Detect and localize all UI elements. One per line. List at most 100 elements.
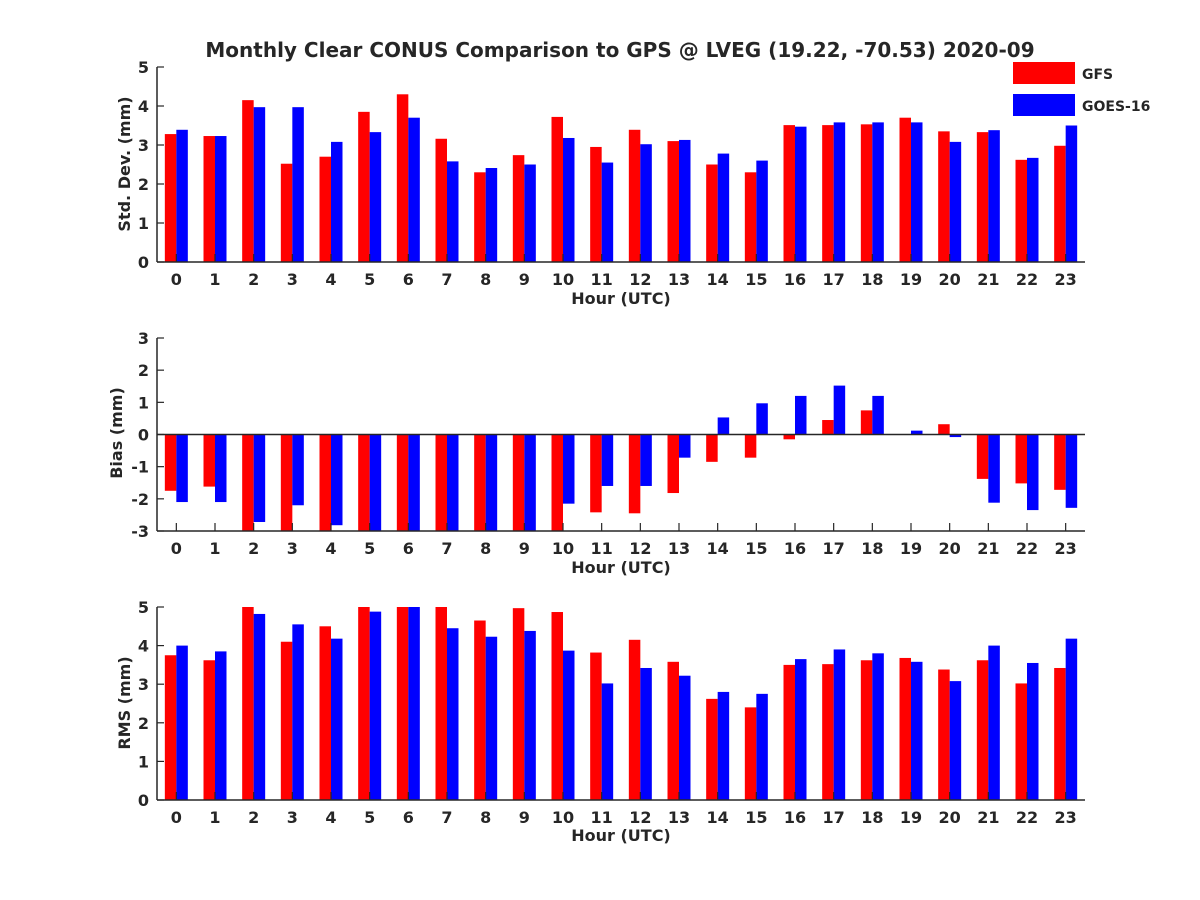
- std-dev-bar-gfs-23: [1054, 145, 1066, 262]
- std-dev-x-tick-label: 22: [1016, 270, 1038, 289]
- std-dev-bar-goes-16-23: [1065, 125, 1078, 262]
- bias-x-tick-label: 12: [629, 539, 651, 558]
- rms-bar-goes-16-9: [524, 630, 536, 800]
- bias-bar-goes-16-14: [717, 417, 730, 435]
- rms-bar-goes-16-20: [949, 681, 962, 800]
- std-dev-bar-goes-16-12: [640, 144, 652, 262]
- rms-bar-gfs-6: [396, 607, 409, 800]
- bias-bar-goes-16-21: [988, 434, 1000, 503]
- rms-bar-gfs-1: [203, 660, 215, 800]
- rms-bar-goes-16-16: [795, 659, 807, 800]
- std-dev-x-tick-label: 6: [403, 270, 414, 289]
- bias-bar-gfs-2: [242, 434, 254, 531]
- bias-bar-goes-16-1: [215, 434, 227, 503]
- std-dev-bar-goes-16-3: [292, 107, 304, 262]
- rms-bar-goes-16-21: [988, 645, 1000, 800]
- std-dev-xlabel: Hour (UTC): [571, 289, 671, 308]
- bias-bar-goes-16-23: [1065, 434, 1078, 508]
- rms-bar-goes-16-6: [408, 607, 420, 800]
- bias-x-tick-label: 18: [861, 539, 883, 558]
- std-dev-x-tick-label: 19: [900, 270, 922, 289]
- std-dev-x-tick-label: 4: [325, 270, 336, 289]
- rms-bar-gfs-3: [280, 641, 293, 800]
- bias-bar-goes-16-22: [1027, 434, 1039, 511]
- bias-bar-gfs-23: [1054, 434, 1066, 490]
- rms-bar-goes-16-2: [253, 613, 266, 800]
- std-dev-bar-gfs-4: [319, 156, 331, 262]
- rms-y-tick-label: 0: [138, 791, 149, 810]
- rms-bar-gfs-12: [628, 639, 641, 800]
- rms-bar-goes-16-5: [369, 611, 382, 800]
- std-dev-x-tick-label: 2: [248, 270, 259, 289]
- bias-x-tick-label: 7: [441, 539, 452, 558]
- bias-bar-gfs-10: [551, 434, 563, 531]
- std-dev-bar-gfs-10: [551, 116, 563, 262]
- std-dev-bar-gfs-12: [628, 129, 641, 262]
- rms-bar-gfs-5: [358, 607, 370, 800]
- bias-x-tick-label: 14: [707, 539, 729, 558]
- std-dev-bar-goes-16-13: [679, 139, 691, 262]
- bias-bar-goes-16-5: [369, 434, 382, 531]
- rms-y-tick-label: 2: [138, 714, 149, 733]
- bias-bar-goes-16-20: [949, 434, 962, 438]
- legend-label-gfs: GFS: [1082, 67, 1113, 83]
- bias-bar-gfs-17: [822, 420, 834, 435]
- bias-y-tick-label: 0: [138, 426, 149, 445]
- rms-x-tick-label: 21: [977, 808, 999, 827]
- chart-title: Monthly Clear CONUS Comparison to GPS @ …: [205, 38, 1034, 62]
- rms-bar-goes-16-17: [833, 649, 846, 800]
- bias-x-tick-label: 15: [745, 539, 767, 558]
- legend-label-goes-16: GOES-16: [1082, 99, 1150, 115]
- bias-x-tick-label: 10: [552, 539, 574, 558]
- rms-bar-goes-16-4: [331, 638, 343, 800]
- bias-x-tick-label: 4: [325, 539, 336, 558]
- bias-bar-goes-16-4: [331, 434, 343, 526]
- std-dev-bar-gfs-1: [203, 136, 215, 262]
- bias-bar-gfs-12: [628, 434, 641, 514]
- std-dev-bar-goes-16-22: [1027, 157, 1039, 262]
- std-dev-bar-gfs-11: [590, 146, 602, 262]
- bias-x-tick-label: 9: [519, 539, 530, 558]
- std-dev-y-tick-label: 3: [138, 136, 149, 155]
- bias-xlabel: Hour (UTC): [571, 558, 671, 577]
- std-dev-x-tick-label: 7: [441, 270, 452, 289]
- bias-bar-goes-16-19: [911, 430, 923, 435]
- rms-bar-gfs-23: [1054, 667, 1066, 800]
- rms-x-tick-label: 9: [519, 808, 530, 827]
- bias-bar-gfs-4: [319, 434, 331, 531]
- rms-x-tick-label: 11: [591, 808, 613, 827]
- rms-bar-goes-16-15: [756, 693, 768, 800]
- bias-x-tick-label: 3: [287, 539, 298, 558]
- std-dev-x-tick-label: 15: [745, 270, 767, 289]
- legend-swatch-goes-16: [1013, 94, 1075, 116]
- std-dev-bar-goes-16-7: [447, 161, 459, 262]
- bias-y-tick-label: -3: [131, 522, 149, 541]
- rms-x-tick-label: 22: [1016, 808, 1038, 827]
- std-dev-y-tick-label: 4: [138, 97, 149, 116]
- bias-x-tick-label: 2: [248, 539, 259, 558]
- std-dev-bar-gfs-18: [860, 124, 873, 262]
- rms-bar-gfs-8: [474, 620, 486, 800]
- std-dev-x-tick-label: 9: [519, 270, 530, 289]
- bias-bar-gfs-14: [706, 434, 718, 462]
- std-dev-bar-goes-16-9: [524, 164, 536, 262]
- std-dev-bar-goes-16-18: [872, 122, 884, 262]
- bias-bar-gfs-8: [474, 434, 486, 531]
- std-dev-bar-gfs-20: [938, 131, 950, 262]
- std-dev-bar-goes-16-11: [601, 162, 614, 262]
- std-dev-x-tick-label: 11: [591, 270, 613, 289]
- std-dev-bar-gfs-17: [822, 125, 834, 262]
- std-dev-bar-goes-16-2: [253, 107, 266, 262]
- rms-x-tick-label: 7: [441, 808, 452, 827]
- bias-x-tick-label: 17: [823, 539, 845, 558]
- bias-bar-goes-16-6: [408, 434, 420, 531]
- std-dev-x-tick-label: 16: [784, 270, 806, 289]
- legend: GFS GOES-16: [1013, 62, 1150, 116]
- std-dev-bar-goes-16-0: [176, 129, 188, 262]
- bias-bar-goes-16-13: [679, 434, 691, 458]
- std-dev-bar-gfs-0: [164, 134, 177, 262]
